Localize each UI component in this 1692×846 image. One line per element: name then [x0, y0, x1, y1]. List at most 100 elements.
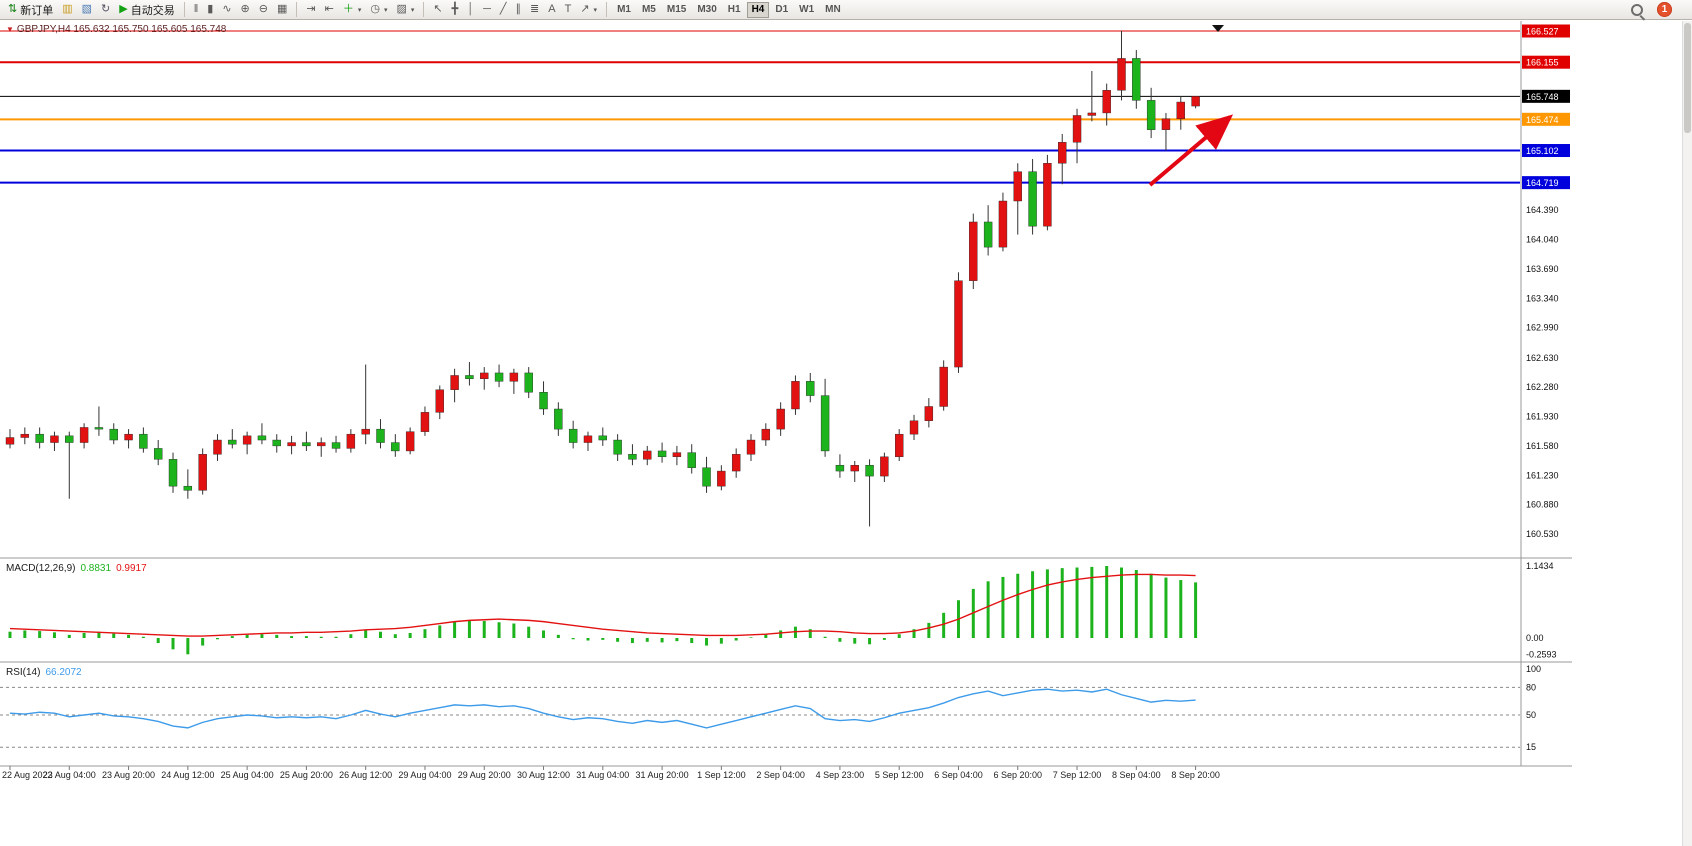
auto-trading-button[interactable]: ▶ 自动交易 — [115, 1, 178, 18]
timeframe-D1[interactable]: D1 — [770, 2, 793, 18]
timeframe-H4[interactable]: H4 — [746, 1, 770, 18]
chevron-down-icon: ▾ — [593, 6, 598, 14]
macd-signal-line — [9, 573, 1196, 637]
rsi-indicator-label: RSI(14) 66.2072 — [6, 667, 82, 678]
indicators-icon[interactable]: ＋ ▾ — [339, 1, 366, 18]
search-icon[interactable] — [1629, 2, 1645, 18]
timeframe-H1[interactable]: H1 — [723, 2, 746, 18]
crosshair-icon[interactable]: ╋ — [448, 1, 463, 18]
horizontal-line-icon[interactable]: ─ — [479, 1, 495, 18]
svg-text:165.748: 165.748 — [1526, 92, 1559, 102]
price-axis: 164.390 164.040 163.690 163.340 162.990 162.6… — [1522, 24, 1570, 539]
chart-shift-icon[interactable]: ⇤ — [321, 1, 338, 18]
trendline-icon[interactable]: ╱ — [496, 1, 511, 18]
svg-text:162.990: 162.990 — [1526, 323, 1559, 333]
svg-text:1.1434: 1.1434 — [1526, 561, 1554, 571]
timeframe-M5[interactable]: M5 — [637, 2, 661, 18]
rsi-value: 66.2072 — [45, 667, 82, 678]
svg-text:80: 80 — [1526, 682, 1536, 692]
refresh-icon[interactable]: ↻ — [97, 1, 114, 18]
profiles-icon[interactable]: ▧ — [78, 1, 96, 18]
text-label-icon[interactable]: T — [561, 1, 576, 18]
cursor-icon: ↖ — [433, 3, 443, 15]
crosshair-icon: ╋ — [451, 3, 459, 15]
trend-arrow-annotation[interactable] — [1148, 114, 1234, 187]
price-tag-165.102 — [1522, 144, 1570, 158]
toolbar: ⇅ 新订单 ▥ ▧ ↻ ▶ 自动交易 ‖ ▮ ∿ ⊕ ⊖ ▦ ⇥ ⇤ ＋ ▾ ◷ ▾ ▨ ▾ ↖ ╋ │ ─ ╱ ∥ ≣ A T ↗ ▾ M1 M… — [0, 0, 1692, 20]
timeframe-M30[interactable]: M30 — [692, 2, 721, 18]
vertical-scrollbar[interactable] — [1682, 21, 1692, 846]
svg-text:1 Sep 12:00: 1 Sep 12:00 — [697, 770, 746, 780]
fibonacci-icon[interactable]: ≣ — [526, 1, 543, 18]
trendline-icon: ╱ — [499, 3, 507, 15]
zoom-in-icon: ⊕ — [240, 3, 250, 15]
timeframe-M15[interactable]: M15 — [662, 2, 691, 18]
svg-text:164.040: 164.040 — [1526, 235, 1559, 245]
timeframe-MN[interactable]: MN — [820, 2, 846, 18]
auto-scroll-icon: ⇥ — [306, 3, 316, 15]
svg-text:164.390: 164.390 — [1526, 205, 1559, 215]
scrollbar-thumb[interactable] — [1684, 23, 1691, 133]
svg-text:50: 50 — [1526, 710, 1536, 720]
chevron-down-icon: ▾ — [383, 6, 388, 14]
templates-icon[interactable]: ▨ ▾ — [392, 1, 418, 18]
cursor-icon[interactable]: ↖ — [429, 1, 446, 18]
channel-icon: ∥ — [515, 3, 522, 15]
svg-text:31 Aug 04:00: 31 Aug 04:00 — [576, 770, 629, 780]
text-icon: A — [548, 3, 556, 15]
periods-icon[interactable]: ◷ ▾ — [366, 1, 391, 18]
chart-region: 164.390 164.040 163.690 163.340 162.990 162.6… — [0, 21, 1692, 846]
symbol-info: ▼ GBPJPY,H4 165.632 165.750 165.605 165.7… — [6, 24, 226, 35]
timeframe-M1[interactable]: M1 — [612, 2, 636, 18]
svg-text:161.230: 161.230 — [1526, 470, 1559, 480]
new-order-button[interactable]: ⇅ 新订单 — [4, 1, 57, 18]
svg-text:4 Sep 23:00: 4 Sep 23:00 — [816, 770, 865, 780]
svg-text:163.690: 163.690 — [1526, 264, 1559, 274]
arrows-icon: ↗ — [580, 3, 590, 15]
svg-text:29 Aug 04:00: 29 Aug 04:00 — [398, 770, 451, 780]
bar-chart-icon: ‖ — [193, 3, 199, 15]
toolbar-separator — [183, 2, 185, 17]
svg-text:160.530: 160.530 — [1526, 529, 1559, 539]
svg-text:6 Sep 20:00: 6 Sep 20:00 — [993, 770, 1042, 780]
svg-text:8 Sep 20:00: 8 Sep 20:00 — [1171, 770, 1220, 780]
timeframe-W1[interactable]: W1 — [794, 2, 819, 18]
chart-shift-marker[interactable] — [1212, 25, 1224, 32]
tile-windows-icon[interactable]: ▦ — [273, 1, 291, 18]
price-tag-165.748 — [1522, 89, 1570, 103]
quote-dropdown-icon[interactable]: ▼ — [6, 25, 14, 34]
svg-text:2 Sep 04:00: 2 Sep 04:00 — [756, 770, 805, 780]
text-icon[interactable]: A — [544, 1, 559, 18]
line-chart-icon[interactable]: ∿ — [218, 1, 235, 18]
macd-name: MACD(12,26,9) — [6, 563, 76, 574]
rsi-line — [9, 688, 1196, 729]
price-level-lines — [0, 30, 1520, 184]
auto-scroll-icon[interactable]: ⇥ — [302, 1, 319, 18]
svg-text:160.880: 160.880 — [1526, 500, 1559, 510]
zoom-out-icon[interactable]: ⊖ — [255, 1, 272, 18]
vertical-line-icon[interactable]: │ — [463, 1, 478, 18]
bar-chart-icon[interactable]: ‖ — [190, 1, 203, 18]
svg-text:0.00: 0.00 — [1526, 633, 1544, 643]
toolbar-separator — [606, 2, 608, 17]
svg-text:24 Aug 12:00: 24 Aug 12:00 — [161, 770, 214, 780]
channel-icon[interactable]: ∥ — [512, 1, 526, 18]
price-tag-164.719 — [1522, 176, 1570, 190]
svg-text:165.474: 165.474 — [1526, 115, 1559, 125]
svg-text:164.719: 164.719 — [1526, 178, 1559, 188]
candlestick-chart-icon[interactable]: ▮ — [203, 1, 217, 18]
svg-text:161.930: 161.930 — [1526, 412, 1559, 422]
svg-text:165.102: 165.102 — [1526, 146, 1559, 156]
candlesticks — [5, 30, 1200, 527]
new-chart-icon[interactable]: ▥ — [58, 1, 76, 18]
svg-text:100: 100 — [1526, 664, 1541, 674]
arrows-icon[interactable]: ↗ ▾ — [576, 1, 601, 18]
price-chart-canvas[interactable]: 164.390 164.040 163.690 163.340 162.990 162.6… — [0, 21, 1692, 846]
rsi-name: RSI(14) — [6, 667, 41, 678]
notification-badge[interactable]: 1 — [1657, 2, 1672, 17]
indicators-icon: ＋ — [342, 3, 354, 15]
zoom-in-icon[interactable]: ⊕ — [237, 1, 254, 18]
macd-indicator-label: MACD(12,26,9) 0.8831 0.9917 — [6, 563, 147, 574]
price-tag-166.527 — [1522, 24, 1570, 38]
